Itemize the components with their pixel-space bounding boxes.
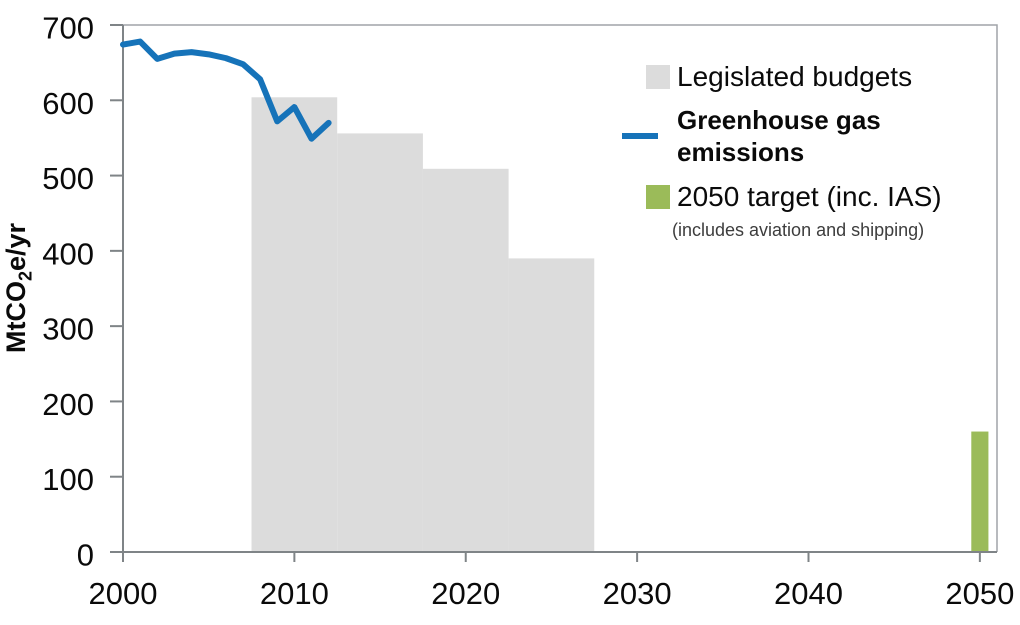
- x-tick-label: 2020: [431, 576, 500, 611]
- target-2050-bar: [971, 431, 989, 552]
- y-tick-label: 200: [42, 387, 94, 422]
- y-axis-title-subscript: 2: [15, 271, 36, 282]
- legend-swatch-cell: [618, 65, 677, 89]
- y-tick-label: 400: [42, 236, 94, 271]
- plot-frame: [123, 24, 998, 552]
- legend-label-budgets: Legislated budgets: [677, 61, 913, 92]
- legend-label-target: 2050 target (inc. IAS): [677, 181, 942, 212]
- budget-step-block: [508, 258, 595, 552]
- y-tick-label: 600: [42, 86, 94, 121]
- budget-step-block: [337, 133, 423, 552]
- y-tick-label: 0: [77, 538, 94, 573]
- x-tick-label: 2050: [945, 576, 1014, 611]
- y-tick-label: 300: [42, 312, 94, 347]
- y-axis-title: MtCO2e/yr: [0, 138, 36, 438]
- legend-item-2050-target: 2050 target (inc. IAS): [618, 180, 1010, 214]
- legend-label-emissions: Greenhouse gas emissions: [677, 105, 881, 167]
- y-axis-title-text-2: e/yr: [1, 222, 31, 272]
- target-swatch-icon: [646, 185, 670, 209]
- legend-item-ghg-emissions: Greenhouse gas emissions: [618, 104, 1010, 168]
- x-tick-label: 2010: [260, 576, 329, 611]
- emissions-line: [120, 38, 332, 142]
- legend: Legislated budgets Greenhouse gas emissi…: [618, 60, 1010, 241]
- x-tick-label: 2000: [89, 576, 158, 611]
- legend-item-legislated-budgets: Legislated budgets: [618, 60, 1010, 94]
- budget-step-block: [422, 168, 509, 552]
- legend-swatch-cell: [618, 133, 677, 139]
- y-tick-label: 500: [42, 161, 94, 196]
- emissions-line-swatch-icon: [622, 133, 658, 139]
- x-tick-label: 2040: [774, 576, 843, 611]
- y-tick-label: 100: [42, 462, 94, 497]
- legend-swatch-cell: [618, 185, 677, 209]
- budget-step-block: [251, 97, 338, 552]
- legend-note: (includes aviation and shipping): [672, 220, 925, 240]
- budgets-swatch-icon: [646, 65, 670, 89]
- y-axis-title-text: MtCO: [1, 281, 31, 354]
- x-tick-label: 2030: [603, 576, 672, 611]
- y-tick-label: 700: [42, 11, 94, 46]
